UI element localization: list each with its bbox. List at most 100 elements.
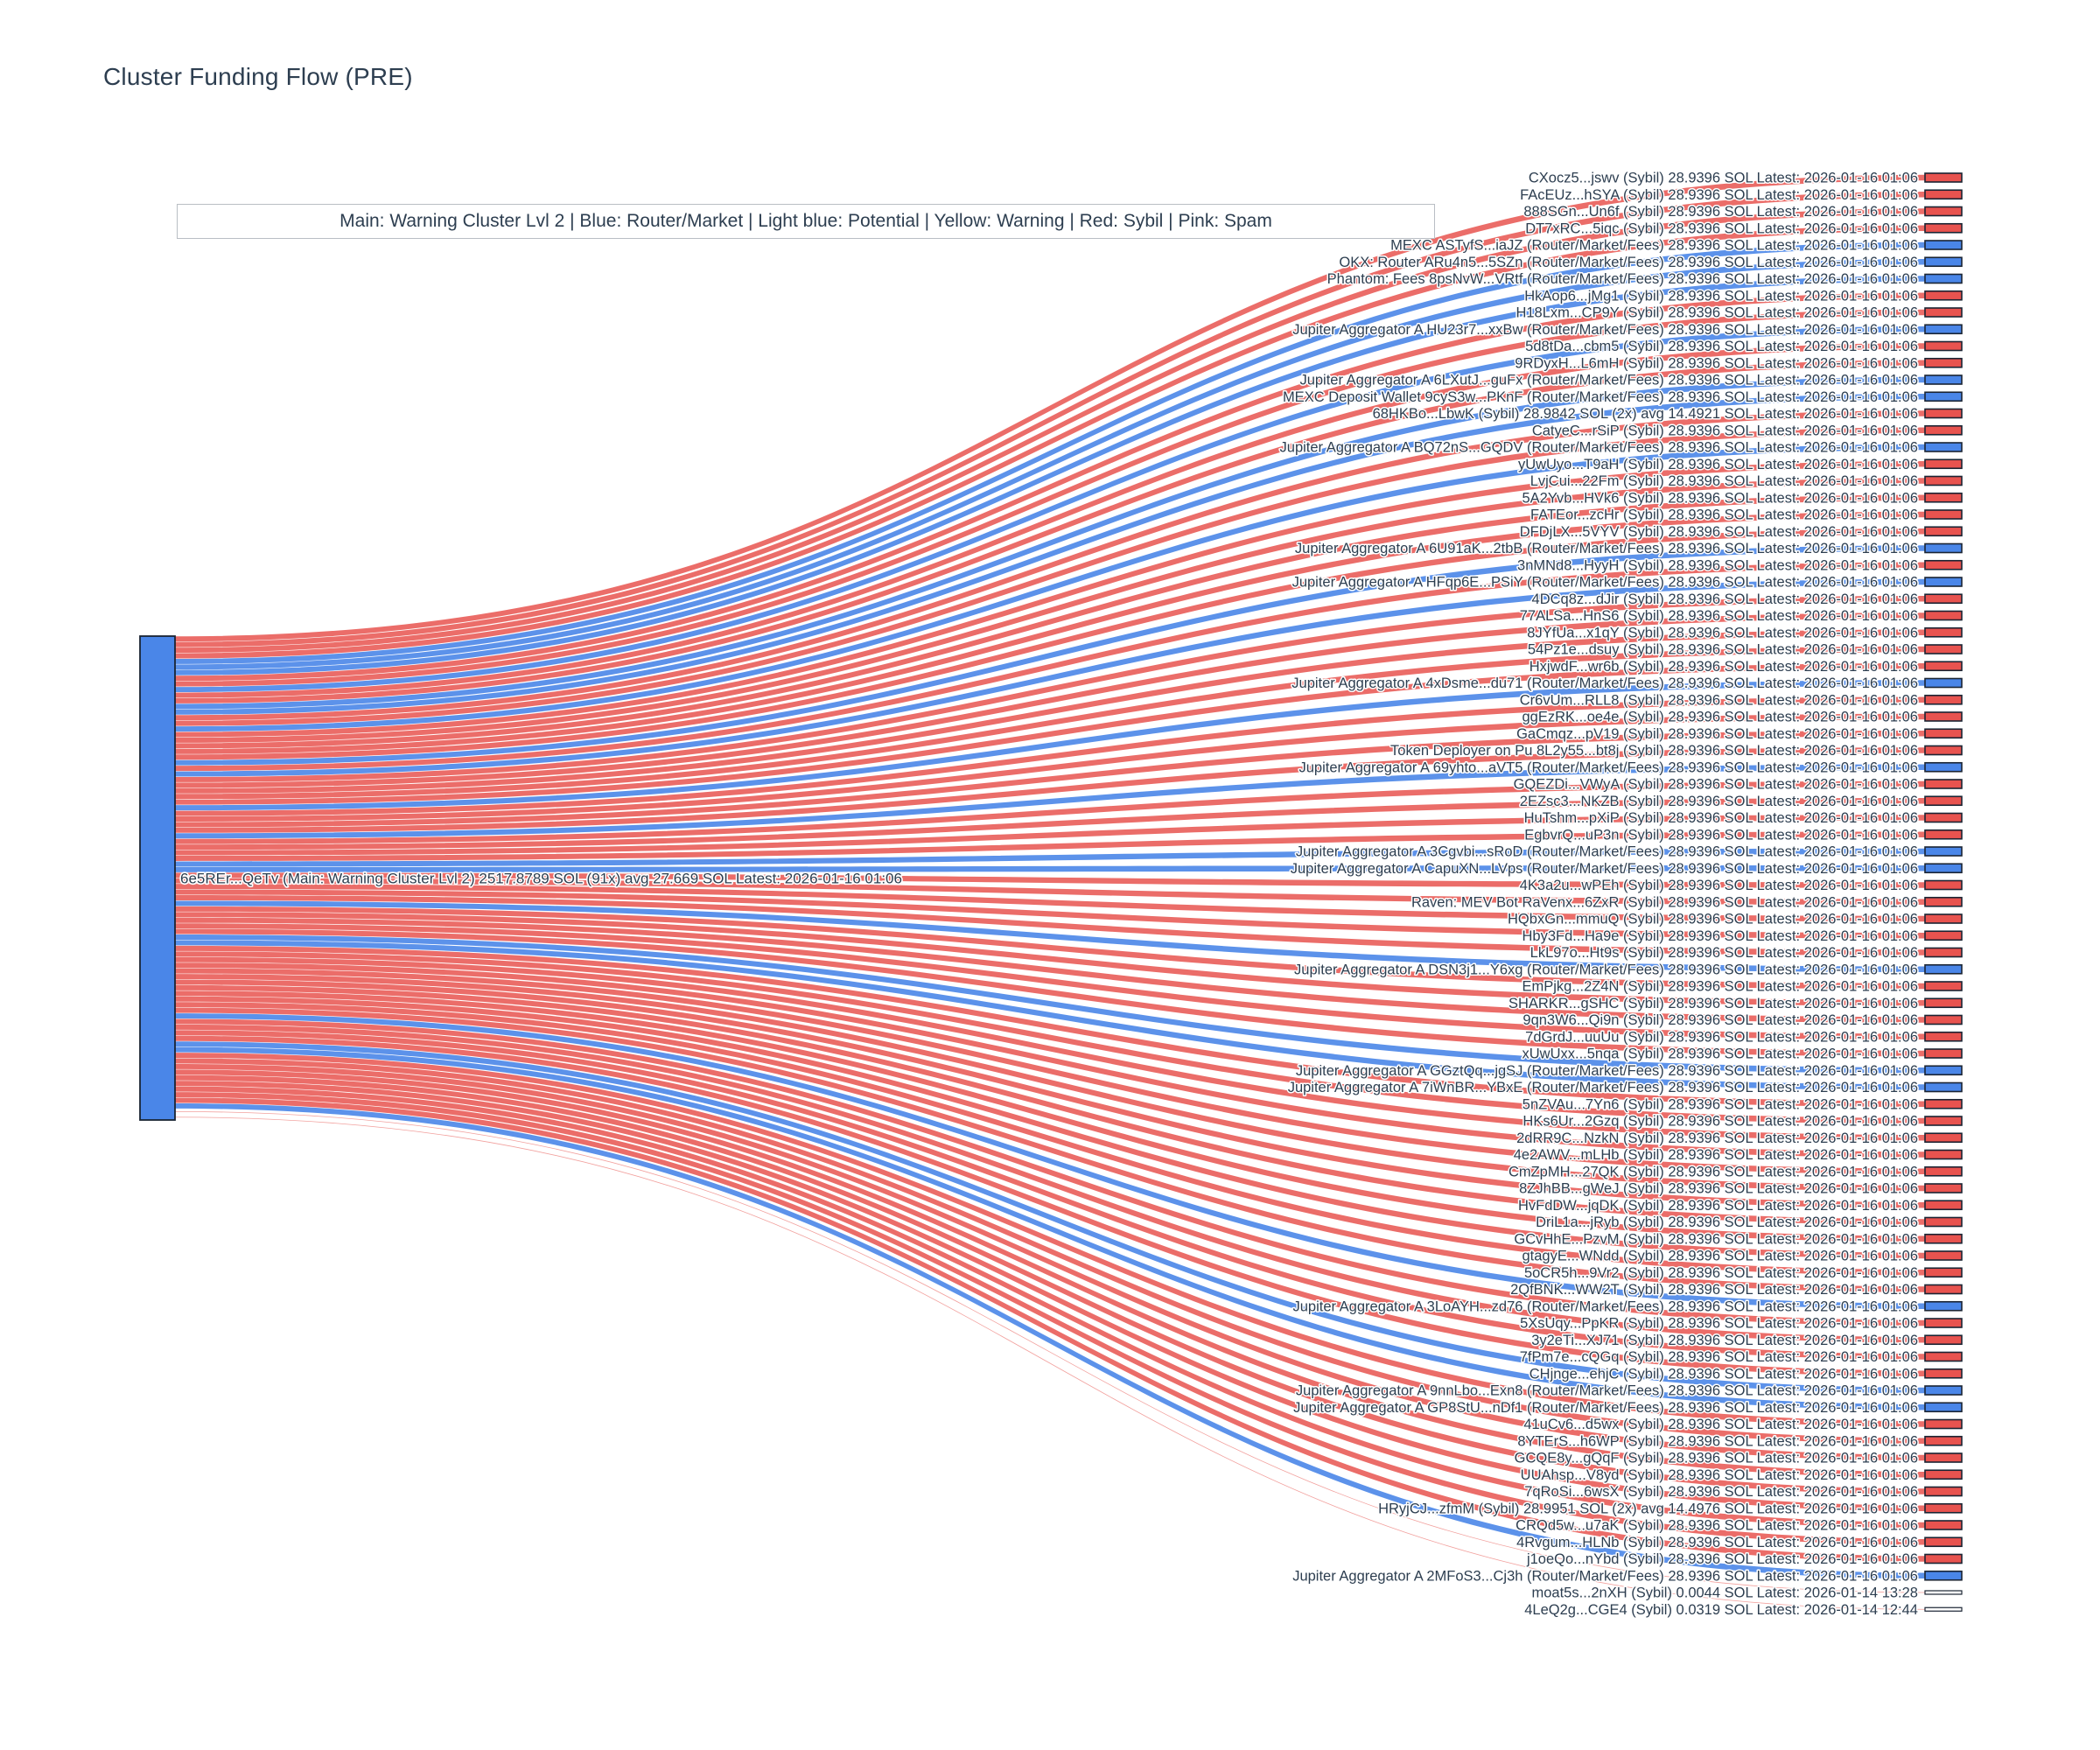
main-node-bar[interactable] bbox=[139, 635, 176, 1121]
sankey-link[interactable] bbox=[175, 1081, 1925, 1512]
sankey-link[interactable] bbox=[175, 376, 1925, 710]
sankey-link[interactable] bbox=[175, 780, 1925, 844]
target-node-bar[interactable] bbox=[1924, 846, 1963, 857]
sankey-link[interactable] bbox=[175, 797, 1925, 850]
sankey-link[interactable] bbox=[175, 831, 1925, 861]
sankey-link[interactable] bbox=[175, 730, 1925, 828]
target-node-bar[interactable] bbox=[1924, 424, 1963, 436]
sankey-link[interactable] bbox=[175, 427, 1925, 726]
target-node-bar[interactable] bbox=[1924, 1284, 1963, 1295]
sankey-link[interactable] bbox=[175, 713, 1925, 822]
sankey-link[interactable] bbox=[175, 906, 1925, 990]
sankey-link[interactable] bbox=[175, 900, 1925, 973]
target-node-bar[interactable] bbox=[1924, 1082, 1963, 1093]
target-node-bar[interactable] bbox=[1924, 1536, 1963, 1548]
sankey-link[interactable] bbox=[175, 764, 1925, 839]
target-node-bar[interactable] bbox=[1924, 1486, 1963, 1497]
sankey-link[interactable] bbox=[175, 191, 1925, 648]
target-node-bar[interactable] bbox=[1924, 542, 1963, 554]
target-node-bar[interactable] bbox=[1924, 509, 1963, 520]
target-node-bar[interactable] bbox=[1924, 626, 1963, 638]
target-node-bar[interactable] bbox=[1924, 661, 1963, 672]
sankey-link[interactable] bbox=[175, 956, 1925, 1141]
sankey-link[interactable] bbox=[175, 258, 1925, 670]
target-node-bar[interactable] bbox=[1924, 1334, 1963, 1346]
sankey-link[interactable] bbox=[175, 1074, 1925, 1494]
sankey-link[interactable] bbox=[175, 612, 1925, 788]
sankey-link[interactable] bbox=[175, 1069, 1925, 1478]
target-node-bar[interactable] bbox=[1924, 896, 1963, 907]
target-node-bar[interactable] bbox=[1924, 677, 1963, 689]
target-node-bar[interactable] bbox=[1924, 1570, 1963, 1581]
target-node-bar[interactable] bbox=[1924, 1435, 1963, 1446]
target-node-bar[interactable] bbox=[1924, 492, 1963, 503]
target-node-bar[interactable] bbox=[1924, 340, 1963, 352]
sankey-link[interactable] bbox=[175, 940, 1925, 1090]
sankey-link[interactable] bbox=[175, 562, 1925, 772]
sankey-link[interactable] bbox=[175, 872, 1925, 888]
sankey-link[interactable] bbox=[175, 478, 1925, 743]
target-node-bar[interactable] bbox=[1924, 240, 1963, 250]
sankey-link[interactable] bbox=[175, 494, 1925, 749]
target-node-bar[interactable] bbox=[1924, 829, 1963, 840]
target-node-bar[interactable] bbox=[1924, 577, 1963, 587]
sankey-link[interactable] bbox=[175, 895, 1925, 956]
target-node-bar[interactable] bbox=[1924, 963, 1963, 975]
sankey-link[interactable] bbox=[175, 1102, 1925, 1579]
sankey-link[interactable] bbox=[175, 444, 1925, 732]
sankey-link[interactable] bbox=[174, 1110, 1926, 1593]
sankey-link[interactable] bbox=[175, 951, 1925, 1124]
target-node-bar[interactable] bbox=[1924, 256, 1963, 268]
sankey-link[interactable] bbox=[175, 917, 1925, 1023]
target-node-bar[interactable] bbox=[1924, 914, 1963, 924]
target-node-bar[interactable] bbox=[1924, 1200, 1963, 1211]
target-node-bar[interactable] bbox=[1924, 1250, 1963, 1261]
target-node-bar[interactable] bbox=[1924, 458, 1963, 470]
sankey-link[interactable] bbox=[175, 1063, 1925, 1461]
sankey-link[interactable] bbox=[175, 1018, 1925, 1326]
target-node-bar[interactable] bbox=[1924, 745, 1963, 756]
sankey-link[interactable] bbox=[175, 174, 1925, 642]
sankey-link[interactable] bbox=[175, 848, 1925, 867]
target-node-bar[interactable] bbox=[1924, 1469, 1963, 1480]
target-node-bar[interactable] bbox=[1924, 408, 1963, 419]
target-node-bar[interactable] bbox=[1924, 863, 1963, 874]
sankey-link[interactable] bbox=[175, 276, 1925, 676]
target-node-bar[interactable] bbox=[1924, 1031, 1963, 1042]
sankey-link[interactable] bbox=[175, 934, 1925, 1074]
sankey-link[interactable] bbox=[175, 646, 1925, 800]
target-node-bar[interactable] bbox=[1924, 1166, 1963, 1177]
sankey-link[interactable] bbox=[175, 410, 1925, 721]
sankey-link[interactable] bbox=[175, 1002, 1925, 1276]
sankey-link[interactable] bbox=[175, 1007, 1925, 1292]
sankey-link[interactable] bbox=[175, 923, 1925, 1040]
sankey-link[interactable] bbox=[175, 945, 1925, 1108]
target-node-bar[interactable] bbox=[1924, 593, 1963, 605]
sankey-link[interactable] bbox=[175, 984, 1925, 1225]
sankey-link[interactable] bbox=[175, 912, 1925, 1006]
sankey-link[interactable] bbox=[175, 696, 1925, 816]
sankey-link[interactable] bbox=[175, 1024, 1925, 1343]
target-node-bar[interactable] bbox=[1924, 947, 1963, 958]
target-node-bar[interactable] bbox=[1924, 324, 1963, 335]
sankey-link[interactable] bbox=[175, 864, 1925, 872]
target-node-bar[interactable] bbox=[1924, 1553, 1963, 1564]
sankey-link[interactable] bbox=[175, 578, 1925, 777]
sankey-link[interactable] bbox=[175, 595, 1925, 782]
target-node-bar[interactable] bbox=[1924, 694, 1963, 705]
sankey-link[interactable] bbox=[175, 360, 1925, 704]
target-node-bar[interactable] bbox=[1924, 559, 1963, 570]
target-node-bar[interactable] bbox=[1924, 1606, 1963, 1612]
sankey-link[interactable] bbox=[175, 393, 1925, 715]
target-node-bar[interactable] bbox=[1924, 357, 1963, 368]
sankey-link[interactable] bbox=[175, 889, 1925, 939]
target-node-bar[interactable] bbox=[1924, 1318, 1963, 1328]
target-node-bar[interactable] bbox=[1924, 1351, 1963, 1362]
sankey-link[interactable] bbox=[175, 974, 1925, 1192]
sankey-link[interactable] bbox=[175, 662, 1925, 805]
sankey-link[interactable] bbox=[175, 962, 1925, 1158]
target-node-bar[interactable] bbox=[1924, 1233, 1963, 1244]
sankey-link[interactable] bbox=[175, 1058, 1925, 1445]
sankey-link[interactable] bbox=[175, 1097, 1925, 1562]
target-node-bar[interactable] bbox=[1924, 610, 1963, 621]
